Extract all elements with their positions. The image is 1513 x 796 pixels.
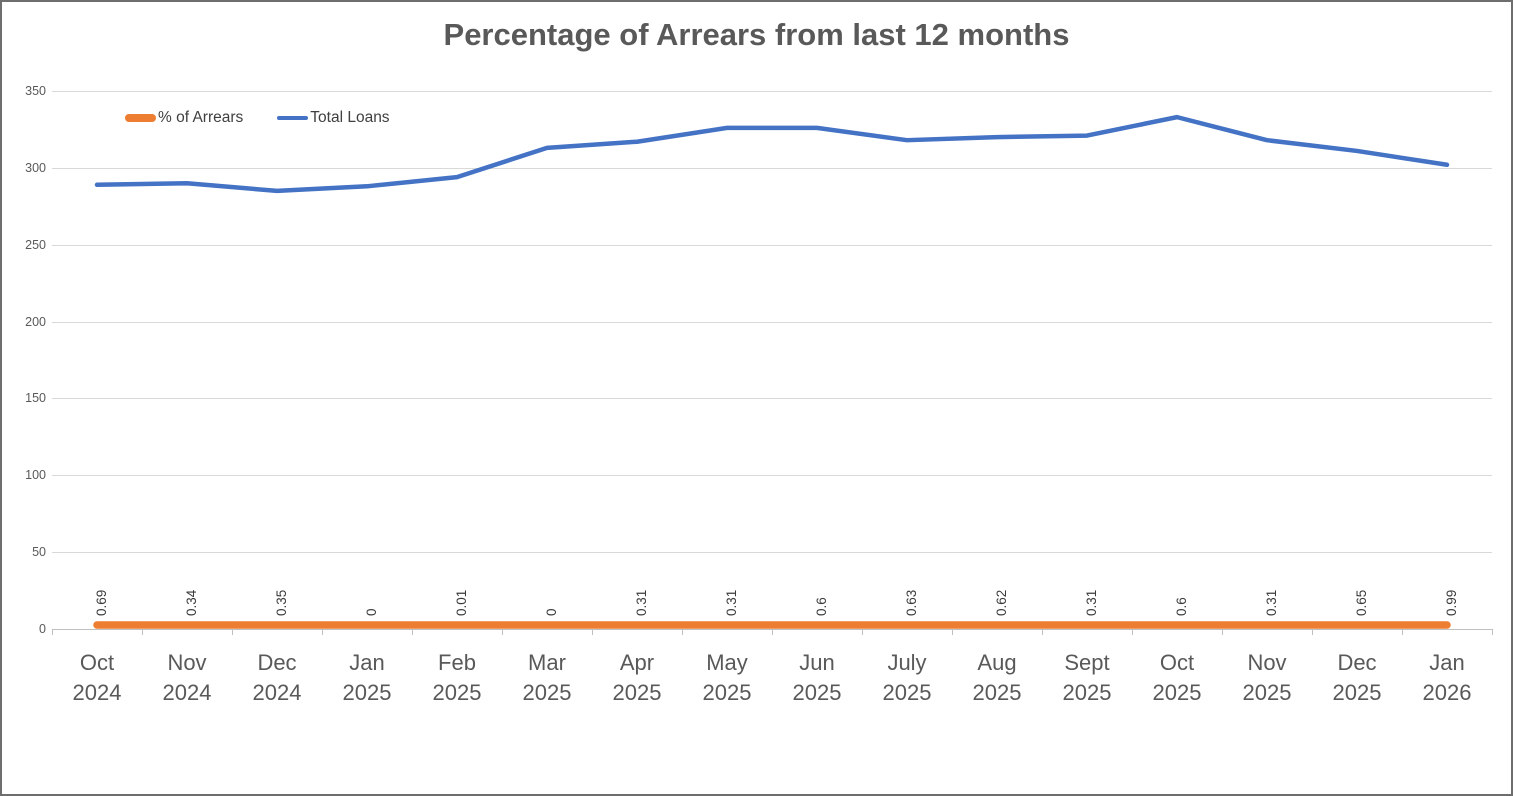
gridline: [52, 167, 1492, 169]
gridline: [52, 475, 1492, 477]
x-axis-tick: [1402, 629, 1403, 635]
y-axis-label: 300: [25, 160, 46, 175]
total-loans-line: [94, 114, 1450, 194]
x-axis-tick: [322, 629, 323, 635]
legend-label-total-loans: Total Loans: [310, 109, 390, 126]
x-axis-label: Dec 2025: [1312, 648, 1402, 708]
x-axis-label-year: 2024: [252, 680, 302, 705]
x-axis-label-year: 2025: [612, 680, 662, 705]
gridline: [52, 91, 1492, 92]
x-axis-label: Oct 2025: [1132, 648, 1222, 708]
x-axis-label-year: 2026: [1422, 680, 1472, 705]
x-axis-label-year: 2025: [792, 680, 842, 705]
y-axis-label: 150: [25, 391, 46, 406]
x-axis-label-month: Nov: [1247, 650, 1287, 675]
series-lines: [93, 114, 1451, 629]
x-axis-tick: [862, 629, 863, 635]
arrears-series-swatch-icon: [125, 114, 156, 122]
x-axis-label: Jun 2025: [772, 648, 862, 708]
loans-series-swatch-icon: [277, 115, 309, 121]
legend-item-total-loans: Total Loans: [277, 109, 390, 127]
x-axis-label: Nov 2025: [1222, 648, 1312, 708]
x-axis-tick: [952, 629, 953, 635]
x-axis-label: Mar 2025: [502, 648, 592, 708]
x-axis-label-year: 2025: [702, 680, 752, 705]
x-axis-label-month: Sept: [1064, 650, 1110, 675]
gridline: [52, 552, 1492, 554]
x-axis-label-month: Nov: [167, 650, 207, 675]
gridline: [52, 244, 1492, 246]
x-axis-label: Nov 2024: [142, 648, 232, 708]
x-axis-label-year: 2025: [1152, 680, 1202, 705]
x-axis-label-month: Dec: [1337, 650, 1377, 675]
x-axis-label-year: 2024: [162, 680, 212, 705]
x-axis-label-month: Dec: [257, 650, 297, 675]
x-axis-label-month: Apr: [619, 650, 655, 675]
x-axis-tick: [1042, 629, 1043, 635]
y-axis-label: 100: [25, 468, 46, 483]
x-axis-label-month: May: [706, 650, 748, 675]
x-axis-label-month: Oct: [79, 650, 115, 675]
x-axis-label-month: Jun: [799, 650, 835, 675]
x-axis-tick: [142, 629, 143, 635]
x-axis-label: Feb 2025: [412, 648, 502, 708]
y-axis-label: 0: [39, 622, 46, 636]
x-axis-label-month: July: [887, 650, 927, 675]
x-axis-label: July 2025: [862, 648, 952, 708]
x-axis-label-month: Aug: [977, 650, 1017, 675]
x-axis-label-year: 2025: [882, 680, 932, 705]
y-axis-label: 50: [32, 545, 46, 560]
x-axis-tick: [502, 629, 503, 635]
y-axis-label: 250: [25, 237, 46, 252]
x-axis-label-year: 2025: [1062, 680, 1112, 705]
x-axis-label-month: Jan: [1429, 650, 1465, 675]
x-axis-tick: [1222, 629, 1223, 635]
x-axis-label-month: Jan: [349, 650, 385, 675]
x-axis-tick: [232, 629, 233, 635]
x-axis-label-month: Oct: [1159, 650, 1195, 675]
legend-item-arrears: % of Arrears: [125, 109, 243, 127]
x-axis-label-month: Mar: [528, 650, 566, 675]
x-axis-tick: [682, 629, 683, 635]
x-axis-label: Sept 2025: [1042, 648, 1132, 708]
x-axis-tick: [52, 629, 53, 635]
x-axis-tick: [412, 629, 413, 635]
x-axis-label-month: Feb: [438, 650, 476, 675]
x-axis-tick: [592, 629, 593, 635]
y-axis-label: 350: [25, 84, 46, 98]
x-axis-label-year: 2025: [432, 680, 482, 705]
y-axis-label: 200: [25, 314, 46, 329]
x-axis-label: Dec 2024: [232, 648, 322, 708]
x-axis-label: Aug 2025: [952, 648, 1042, 708]
x-axis-label: Oct 2024: [52, 648, 142, 708]
legend: % of Arrears Total Loans: [125, 109, 390, 127]
x-axis-label: Jan 2025: [322, 648, 412, 708]
x-axis-tick: [1492, 629, 1493, 635]
x-axis-label-year: 2025: [522, 680, 572, 705]
x-axis-tick: [1132, 629, 1133, 635]
legend-label-arrears: % of Arrears: [158, 109, 244, 126]
gridline: [52, 321, 1492, 323]
chart-title: Percentage of Arrears from last 12 month…: [443, 17, 1070, 52]
x-axis-label-year: 2025: [972, 680, 1022, 705]
x-axis-label-year: 2025: [342, 680, 392, 705]
x-axis-tick: [1312, 629, 1313, 635]
x-axis-label-year: 2025: [1242, 680, 1292, 705]
gridline: [52, 398, 1492, 400]
x-axis-label: Apr 2025: [592, 648, 682, 708]
x-axis-label: May 2025: [682, 648, 772, 708]
x-axis-label-year: 2024: [72, 680, 122, 705]
x-axis-tick: [772, 629, 773, 635]
x-axis-label-year: 2025: [1332, 680, 1382, 705]
x-axis-label: Jan 2026: [1402, 648, 1492, 708]
